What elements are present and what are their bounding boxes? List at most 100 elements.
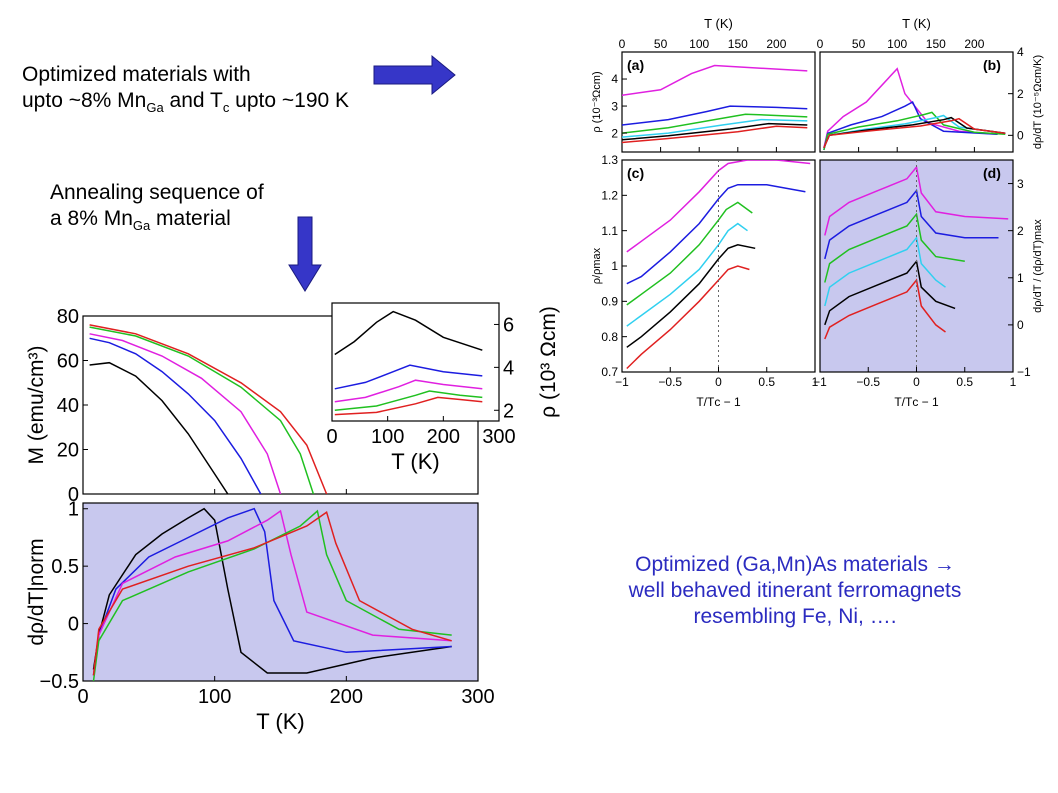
headline-line1: Optimized materials with [22, 63, 251, 86]
y-tick-label: 2 [503, 400, 514, 422]
series-line-3 [622, 113, 808, 134]
y-tick-label: 1.1 [601, 224, 618, 238]
series-line-6 [823, 117, 1006, 149]
series-line-2 [824, 188, 999, 260]
x-tick-label-top: 50 [852, 37, 866, 51]
y-tick-label: 2 [1017, 87, 1024, 101]
series-line-6 [824, 278, 946, 340]
series-line-5 [334, 396, 483, 416]
x-tick-label: −1 [615, 375, 629, 389]
series-line-4 [334, 390, 483, 412]
y-tick-label: 4 [1017, 45, 1024, 59]
series-line-1 [823, 67, 998, 148]
series-line-1 [622, 64, 808, 96]
x-axis-label: T/Tᴄ − 1 [894, 395, 939, 409]
series-line-4 [92, 509, 452, 681]
conclusion-line2: well behaved itinerant ferromagnets [628, 579, 962, 602]
chart-panel_d: −1 0 1 2 3 −1 −0.5 0 0.5 1 (d) T/Tᴄ − 1 dρ/dT / (dρ/… [813, 159, 1044, 409]
headline-part-c: upto ~190 K [229, 89, 350, 112]
headline-part-a: upto ~8% Mn [22, 89, 147, 112]
y-tick-label: 0.7 [601, 365, 618, 379]
series-line-2 [622, 105, 808, 126]
series-line-4 [89, 326, 315, 494]
x-tick-label-top: 100 [689, 37, 709, 51]
y-axis-label: ρ (10⁻³Ωcm) [591, 71, 603, 132]
top-x-axis-label: T (K) [902, 16, 931, 31]
x-tick-label: 1 [812, 375, 819, 389]
x-tick-label: 0.5 [758, 375, 775, 389]
x-tick-label-top: 200 [964, 37, 984, 51]
x-tick-label: 0.5 [956, 375, 973, 389]
y-tick-label: 1 [1017, 271, 1024, 285]
y-axis-label: ρ (10³ Ωcm) [537, 306, 560, 418]
y-tick-label: 4 [503, 357, 514, 379]
panel-label: (c) [627, 165, 644, 181]
y-tick-label: 0 [68, 484, 79, 506]
y-tick-label: 2 [611, 126, 618, 140]
conclusion-line1: Optimized (Ga,Mn)As materials → [635, 553, 955, 576]
y-tick-label: 0 [1017, 318, 1024, 332]
y-tick-label: 20 [57, 440, 79, 462]
y-tick-label: −1 [1017, 365, 1031, 379]
x-axis-label: T (K) [391, 449, 439, 474]
series-line-3 [824, 212, 965, 283]
y-axis-label: dρ/dT|norm [25, 538, 48, 645]
headline-line2: upto ~8% MnGa and Tc upto ~190 K [22, 88, 349, 121]
series-line-5 [89, 324, 328, 494]
series-line-6 [626, 265, 750, 370]
y-tick-label: 4 [611, 72, 618, 86]
series-line-1 [92, 507, 452, 674]
x-tick-label-top: 0 [619, 37, 626, 51]
y-tick-label: 40 [57, 395, 79, 417]
x-tick-label: 1 [1010, 375, 1017, 389]
annealing-line2: a 8% MnGa material [50, 206, 264, 239]
y-tick-label: 0.8 [601, 330, 618, 344]
x-tick-label: 100 [371, 426, 404, 448]
series-line-6 [622, 125, 808, 144]
series-line-4 [824, 235, 946, 307]
y-tick-label: 2 [1017, 224, 1024, 238]
y-axis-label: dρ/dT / (dρ/dT)max [1032, 219, 1044, 313]
y-tick-label: 0.9 [601, 295, 618, 309]
x-tick-label-top: 150 [728, 37, 748, 51]
series-line-1 [334, 310, 483, 356]
series-line-4 [622, 118, 808, 138]
x-tick-label: 0 [715, 375, 722, 389]
series-line-3 [626, 201, 753, 306]
series-line-2 [89, 337, 262, 494]
x-axis-label: T/Tᴄ − 1 [696, 395, 741, 409]
plot-frame [621, 51, 816, 153]
annealing-part-a: a 8% Mn [50, 207, 133, 230]
conclusion-line3: resembling Fe, Ni, …. [693, 605, 897, 628]
headline-part-b: and T [163, 89, 223, 112]
series-line-2 [823, 100, 998, 151]
series-line-1 [824, 165, 1009, 236]
x-tick-label: 200 [427, 426, 460, 448]
annealing-text: Annealing sequence of a 8% MnGa material [50, 180, 264, 239]
series-line-2 [626, 183, 806, 285]
x-tick-label: 100 [198, 686, 231, 708]
chart-rho_vs_T_inset: 2 4 6 0 100 200 300 T (K) ρ (10³ Ωcm) [326, 302, 560, 474]
annealing-part-b: material [150, 207, 231, 230]
series-line-3 [334, 379, 483, 403]
chart-panel_b: 0 2 4 0 50 100 150 200 (b) T (K) dρ/dT (10⁻⁵Ωcm/K) [817, 16, 1044, 153]
x-tick-label-top: 0 [817, 37, 824, 51]
y-tick-label: 1.2 [601, 189, 618, 203]
x-tick-label-top: 150 [926, 37, 946, 51]
y-tick-label: 0.5 [51, 556, 79, 578]
x-tick-label: −0.5 [658, 375, 682, 389]
series-line-5 [824, 259, 956, 326]
series-line-3 [92, 509, 452, 676]
series-line-3 [823, 111, 1006, 151]
y-tick-label: 1 [68, 499, 79, 521]
plot-frame [82, 502, 479, 682]
plot-frame [819, 51, 1014, 153]
x-tick-label-top: 200 [766, 37, 786, 51]
y-tick-label: 80 [57, 306, 79, 328]
y-tick-label: 3 [611, 99, 618, 113]
x-tick-label: 300 [461, 686, 494, 708]
x-tick-label: 200 [330, 686, 363, 708]
y-tick-label: 60 [57, 351, 79, 373]
x-tick-label: −0.5 [856, 375, 880, 389]
